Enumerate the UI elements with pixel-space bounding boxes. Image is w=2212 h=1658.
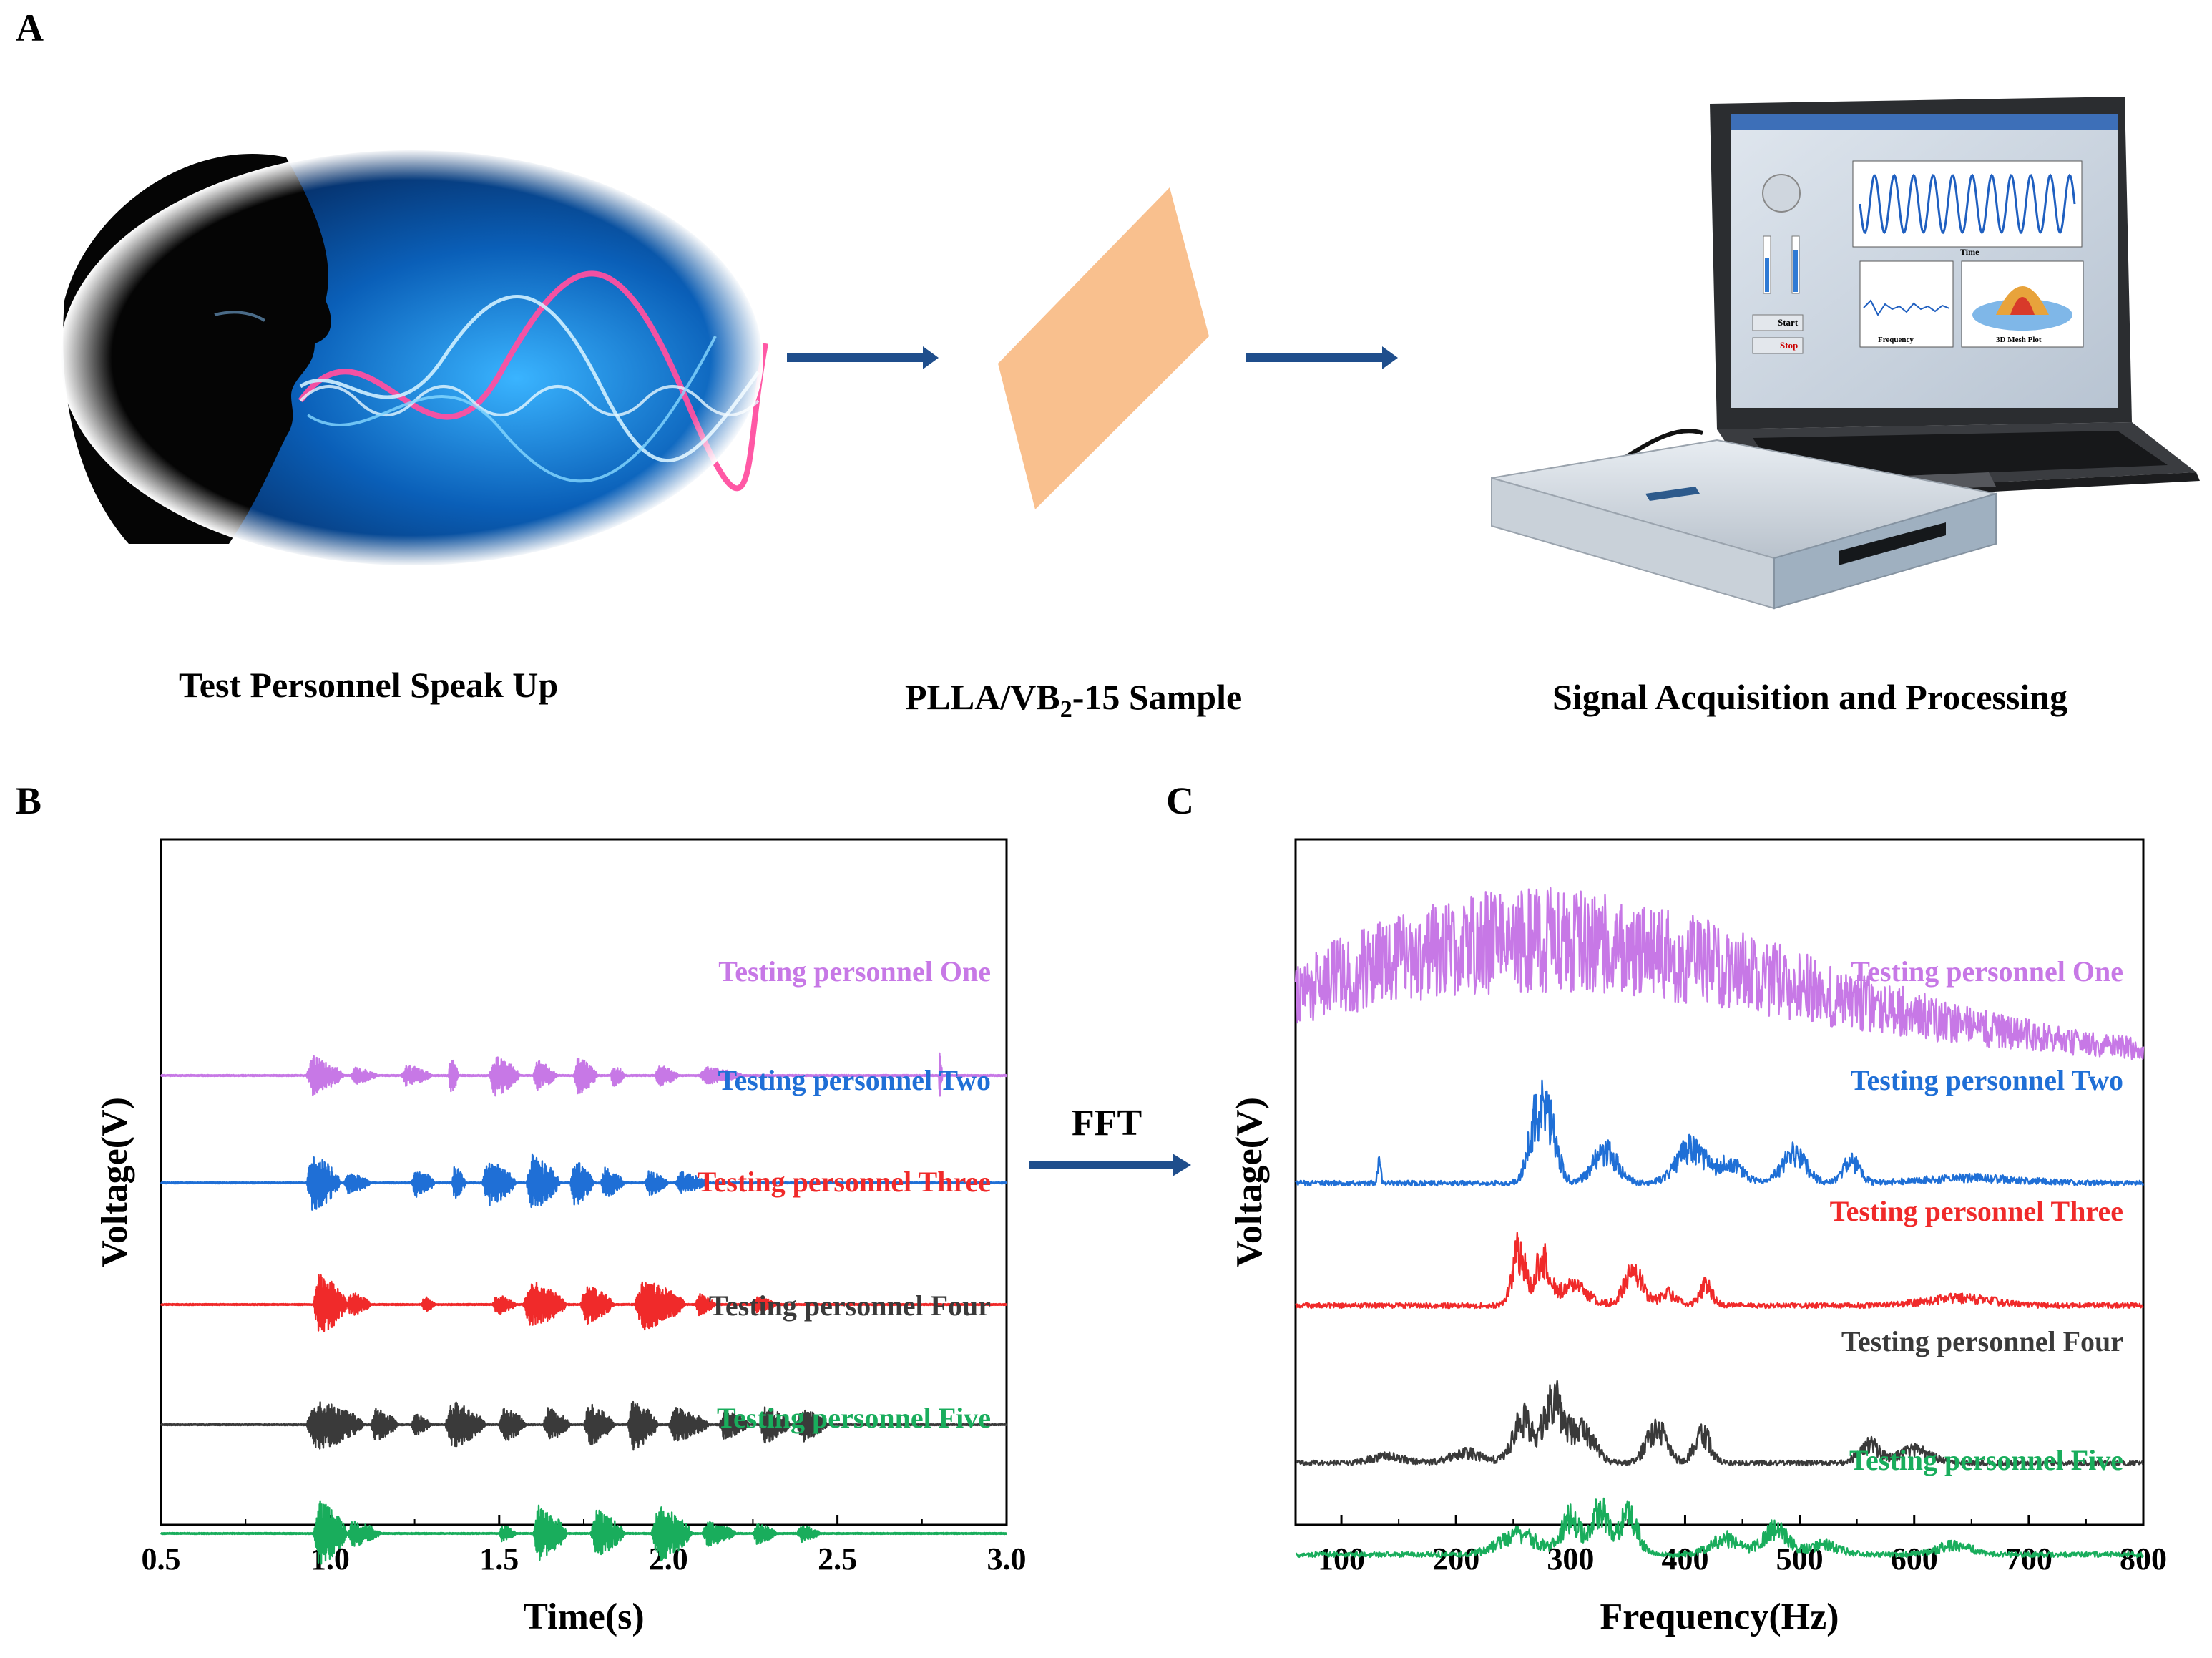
series-label-1: Testing personnel One [718,955,991,988]
series-line-5 [160,1500,1008,1565]
panel-c-letter: C [1166,779,1194,822]
fft-label: FFT [1072,1103,1142,1143]
step2-caption-main: PLLA/VB [905,677,1060,717]
x-tick-label: 0.5 [142,1541,181,1576]
y-axis-label: Voltage(V) [1229,1097,1270,1267]
series-label-2: Testing personnel Two [718,1064,991,1096]
series-label-5: Testing personnel Five [717,1402,991,1434]
screen-time-label: Time [1960,247,1979,257]
series-label-2: Testing personnel Two [1850,1064,2123,1096]
panel-a-letter: A [16,6,44,49]
x-tick-label: 1.5 [479,1541,519,1576]
step3-caption: Signal Acquisition and Processing [1552,677,2068,717]
y-axis-label: Voltage(V) [94,1097,135,1267]
speaker-face-image [59,149,768,567]
screen-frequency-label: Frequency [1878,336,1914,344]
screen-stop-label: Stop [1780,340,1798,351]
series-label-4: Testing personnel Four [709,1289,991,1322]
series-line-4 [1295,1380,2144,1467]
arrow-1 [787,346,939,369]
series-label-1: Testing personnel One [1851,955,2123,988]
fft-arrow [1029,1154,1191,1176]
laptop-image [1710,97,2200,504]
series-label-3: Testing personnel Three [698,1166,991,1198]
series-line-1 [1294,887,2145,1060]
step2-caption-suffix: -15 Sample [1072,677,1243,717]
series-line-3 [1295,1232,2144,1310]
series-line-2 [1295,1079,2145,1187]
series-label-5: Testing personnel Five [1849,1444,2123,1476]
step1-caption: Test Personnel Speak Up [179,665,559,705]
x-axis-label: Time(s) [523,1596,644,1637]
series-line-4 [160,1400,1008,1451]
series-line-5 [1295,1497,2145,1559]
daq-device-image [1491,429,1997,610]
series-label-4: Testing personnel Four [1841,1325,2123,1357]
screen-mesh-label: 3D Mesh Plot [1996,336,2042,344]
series-line-3 [160,1274,1008,1332]
x-tick-label: 100 [1318,1541,1365,1576]
frequency-domain-chart: 100 200 300 400 500 600 700 800Frequency(Hz)Vol… [1229,838,2167,1637]
x-tick-label: 700 [2005,1541,2052,1576]
x-axis-label: Frequency(Hz) [1600,1596,1839,1637]
x-tick-label: 600 [1891,1541,1938,1576]
panel-b-letter: B [16,779,42,822]
time-domain-chart: 0.5 1.0 1.5 2.0 2.5 3.0Time(s)Voltage(V)Testi… [94,838,1027,1637]
screen-start-label: Start [1778,317,1799,328]
series-line-2 [160,1153,1008,1211]
series-line-1 [160,1052,1008,1097]
step2-caption: PLLA/VB2-15 Sample [905,676,1242,723]
series-label-3: Testing personnel Three [1830,1195,2123,1227]
x-tick-label: 800 [2120,1541,2167,1576]
step2-caption-sub: 2 [1059,696,1072,723]
x-tick-label: 300 [1547,1541,1594,1576]
x-tick-label: 3.0 [987,1541,1027,1576]
panel-a-illustration: Start Stop Time Frequency 3D Mesh Plot [59,97,2200,610]
arrow-2 [1246,346,1398,369]
x-tick-label: 200 [1432,1541,1479,1576]
plla-sample-sheet [998,187,1209,509]
x-tick-label: 2.5 [818,1541,857,1576]
